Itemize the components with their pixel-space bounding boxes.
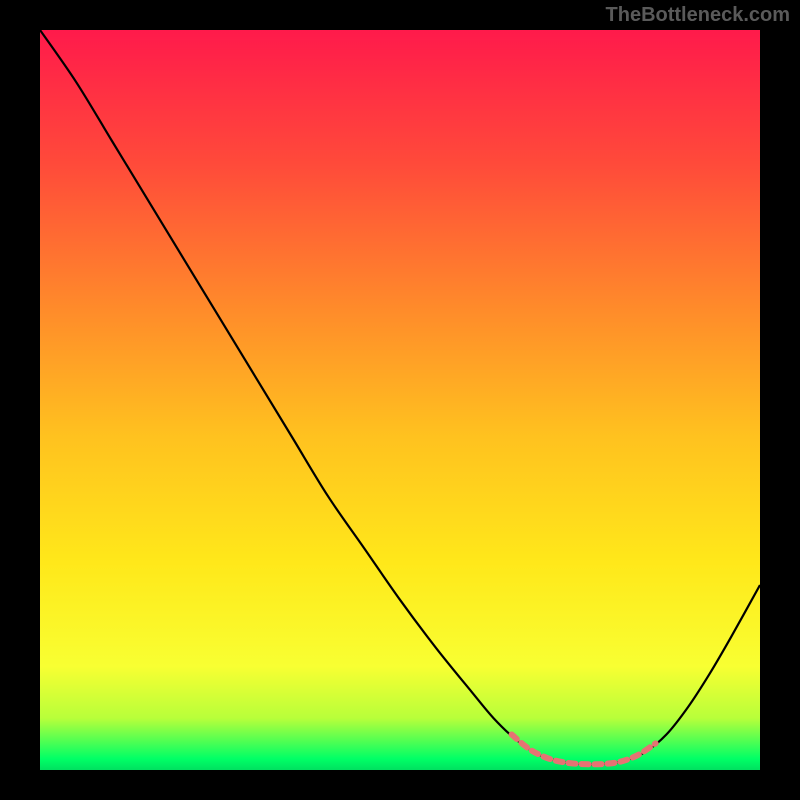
chart-container: TheBottleneck.com <box>0 0 800 800</box>
gradient-background <box>40 30 760 770</box>
attribution-text: TheBottleneck.com <box>606 4 790 27</box>
plot-area <box>40 30 760 770</box>
bottleneck-curve-chart <box>40 30 760 770</box>
